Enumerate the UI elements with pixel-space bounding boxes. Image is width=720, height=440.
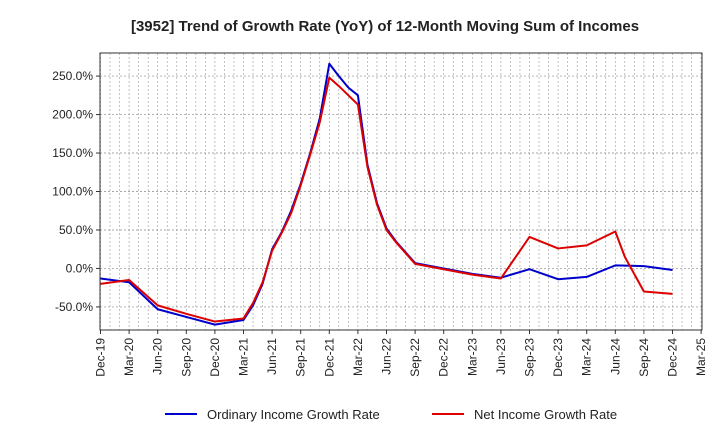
y-tick-label: 50.0% bbox=[59, 223, 93, 237]
series-lines bbox=[100, 62, 673, 326]
x-tick-label: Jun-21 bbox=[265, 338, 279, 375]
x-tick-label: Mar-20 bbox=[122, 338, 136, 376]
y-tick-label: 150.0% bbox=[52, 146, 93, 160]
y-tick-label: 0.0% bbox=[66, 261, 94, 275]
legend-label-net: Net Income Growth Rate bbox=[474, 407, 617, 422]
x-tick-label: Sep-20 bbox=[179, 338, 193, 377]
x-tick-label: Mar-23 bbox=[465, 338, 479, 376]
x-tick-label: Sep-21 bbox=[294, 338, 308, 377]
x-tick-label: Jun-20 bbox=[151, 338, 165, 375]
x-tick-label: Dec-21 bbox=[322, 338, 336, 377]
series-line-net-income bbox=[100, 76, 673, 323]
x-axis: Dec-19 Mar-20 Jun-20 Sep-20 Dec-20 Mar-21 Jun-… bbox=[94, 330, 708, 377]
x-tick-label: Mar-25 bbox=[694, 338, 708, 376]
grid bbox=[100, 53, 702, 330]
x-tick-label: Jun-24 bbox=[608, 338, 622, 375]
y-tick-label: 100.0% bbox=[52, 185, 93, 199]
x-tick-label: Mar-24 bbox=[580, 338, 594, 376]
x-tick-label: Mar-21 bbox=[237, 338, 251, 376]
legend-label-ordinary: Ordinary Income Growth Rate bbox=[207, 407, 380, 422]
y-axis: -50.0% 0.0% 50.0% 100.0% 150.0% 200.0% 250.0% bbox=[52, 69, 100, 314]
y-tick-label: 200.0% bbox=[52, 108, 93, 122]
x-tick-label: Dec-23 bbox=[551, 338, 565, 377]
x-tick-label: Dec-20 bbox=[208, 338, 222, 377]
chart-title: [3952] Trend of Growth Rate (YoY) of 12-… bbox=[131, 18, 639, 35]
x-tick-label: Dec-24 bbox=[666, 338, 680, 377]
x-tick-label: Sep-23 bbox=[523, 338, 537, 377]
x-tick-label: Jun-22 bbox=[380, 338, 394, 375]
y-tick-label: 250.0% bbox=[52, 69, 93, 83]
y-tick-label: -50.0% bbox=[55, 300, 93, 314]
x-tick-label: Dec-22 bbox=[437, 338, 451, 377]
x-tick-label: Dec-19 bbox=[94, 338, 108, 377]
legend: Ordinary Income Growth Rate Net Income G… bbox=[165, 407, 617, 422]
x-tick-label: Sep-22 bbox=[408, 338, 422, 377]
x-tick-label: Jun-23 bbox=[494, 338, 508, 375]
x-tick-label: Mar-22 bbox=[351, 338, 365, 376]
x-tick-label: Sep-24 bbox=[637, 338, 651, 377]
